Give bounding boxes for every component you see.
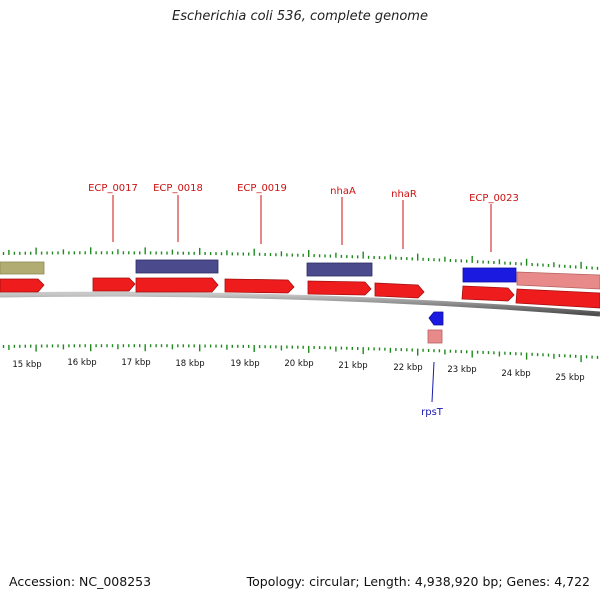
scale-label: 15 kbp [12,360,41,370]
forward-cds-arrow[interactable] [135,277,219,293]
scale-label: 25 kbp [555,373,584,383]
forward-cds-arrow[interactable] [461,285,515,302]
feature-track-forward [0,277,600,309]
gene-label-nhar[interactable]: nhaR [391,189,417,200]
feature-block-purple[interactable] [306,262,373,277]
scale-label: 17 kbp [121,358,150,368]
gene-label-nhaa[interactable]: nhaA [330,186,356,197]
gene-label-ecp-0018[interactable]: ECP_0018 [153,183,203,194]
gene-label-rpst[interactable]: rpsT [421,407,444,418]
rrna-block-pink[interactable] [427,329,443,344]
scale-label: 24 kbp [501,369,530,379]
forward-cds-arrow[interactable] [224,278,295,294]
feature-block-pink[interactable] [516,271,600,290]
forward-cds-arrow[interactable] [0,278,45,293]
gene-label-leaders [112,195,492,403]
feature-block-olive[interactable] [0,261,45,275]
feature-track-outer [0,259,600,290]
forward-cds-arrow[interactable] [92,277,136,292]
forward-tick-marks [2,247,599,270]
feature-block-purple[interactable] [135,259,219,274]
gene-labels: ECP_0017 ECP_0018 ECP_0019 nhaA nhaR ECP… [88,183,519,418]
scale-label: 23 kbp [447,365,476,375]
scale-label: 22 kbp [393,363,422,373]
forward-cds-arrow[interactable] [374,282,425,299]
reverse-cds-arrow[interactable] [428,311,444,326]
scale-label: 19 kbp [230,359,259,369]
forward-cds-arrow[interactable] [307,280,372,296]
reverse-tick-marks [2,344,599,363]
accession-text: Accession: NC_008253 [9,574,152,589]
scale-label: 21 kbp [338,361,367,371]
forward-cds-arrow[interactable] [515,288,600,309]
gene-label-ecp-0019[interactable]: ECP_0019 [237,183,287,194]
gene-label-ecp-0017[interactable]: ECP_0017 [88,183,138,194]
feature-track-reverse [427,311,444,344]
feature-block-blue[interactable] [462,267,517,283]
scale-label: 18 kbp [175,359,204,369]
map-title: Escherichia coli 536, complete genome [172,9,428,24]
leader-line [431,361,435,403]
gene-label-ecp-0023[interactable]: ECP_0023 [469,193,519,204]
scale-labels: 15 kbp 16 kbp 17 kbp 18 kbp 19 kbp 20 kb… [12,358,584,383]
genome-summary-text: Topology: circular; Length: 4,938,920 bp… [246,574,590,589]
scale-label: 16 kbp [67,358,96,368]
genome-backbone [0,291,600,317]
scale-label: 20 kbp [284,359,313,369]
